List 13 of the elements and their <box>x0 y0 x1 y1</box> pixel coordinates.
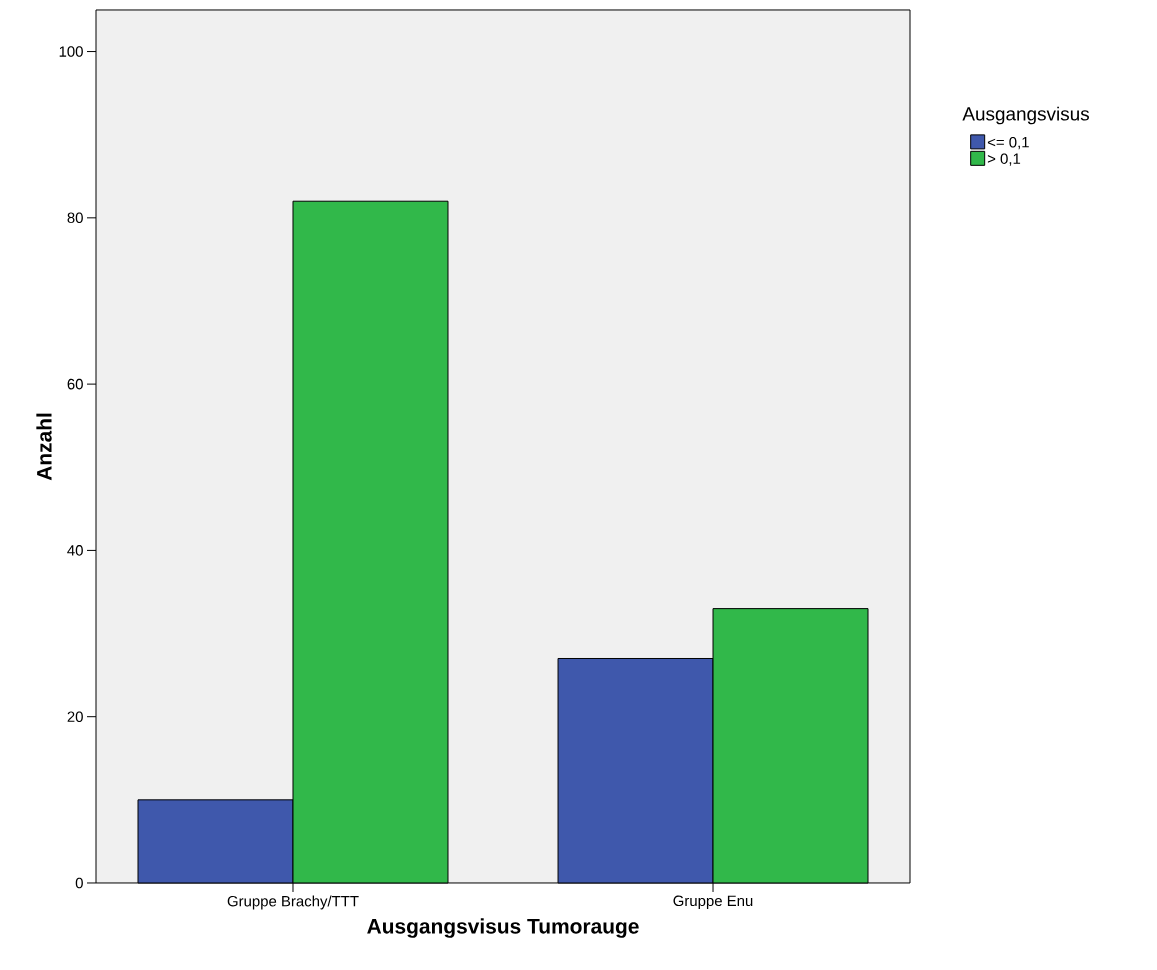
y-tick-label: 100 <box>59 46 83 57</box>
y-tick-label: 0 <box>75 877 83 889</box>
y-tick-label: 60 <box>67 378 83 390</box>
x-tick-label: Gruppe Brachy/TTT <box>227 895 359 910</box>
legend-title: Ausgangsvisus <box>962 106 1089 125</box>
x-axis-title: Ausgangsvisus Tumorauge <box>367 918 639 938</box>
y-tick-label: 40 <box>67 545 83 556</box>
legend-label: <= 0,1 <box>987 136 1029 150</box>
y-tick-label: 20 <box>67 711 83 722</box>
y-tick-label: 80 <box>67 212 83 224</box>
y-axis-title: Anzahl <box>36 413 52 481</box>
x-tick-label: Gruppe Enu <box>673 895 753 910</box>
legend-label: > 0,1 <box>987 153 1021 166</box>
